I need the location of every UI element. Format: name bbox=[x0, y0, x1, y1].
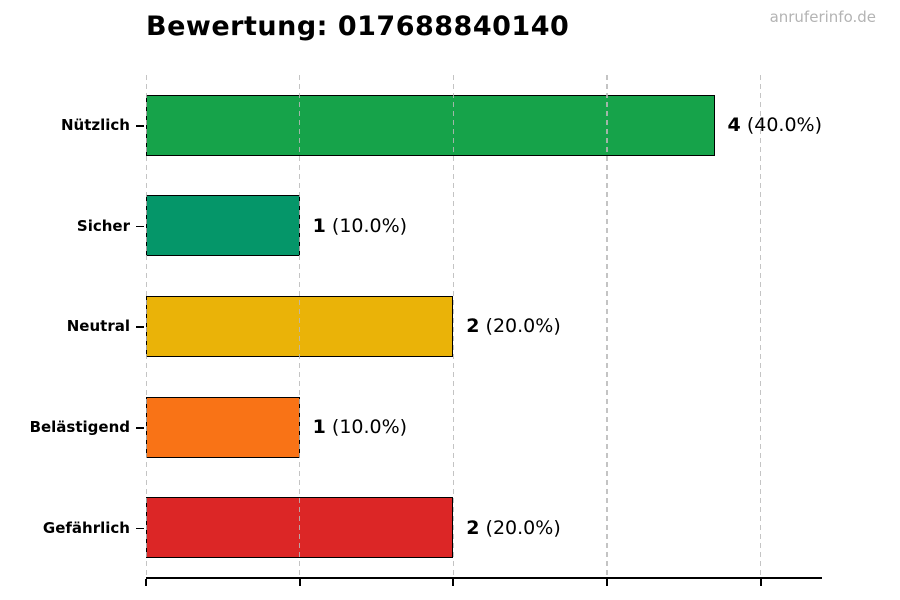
y-tick-dash bbox=[136, 527, 144, 530]
y-tick-dash bbox=[136, 427, 144, 429]
bar bbox=[146, 94, 715, 156]
bar-row: Neutral 2 (20.0%) bbox=[67, 276, 822, 377]
value-percent: (20.0%) bbox=[485, 315, 561, 338]
bar-rows: Nützlich 4 (40.0%) Sicher 1 (10.0%) Neut… bbox=[30, 75, 822, 578]
value-count: 1 bbox=[312, 214, 326, 237]
bar-row: Belästigend 1 (10.0%) bbox=[30, 377, 822, 478]
value-percent: (40.0%) bbox=[746, 114, 822, 137]
y-tick-dash bbox=[136, 326, 144, 328]
value-percent: (10.0%) bbox=[331, 416, 408, 439]
category-label: Belästigend bbox=[29, 418, 130, 437]
x-axis-tick bbox=[759, 579, 762, 586]
bar-row: Nützlich 4 (40.0%) bbox=[61, 75, 822, 176]
bar bbox=[146, 195, 300, 257]
plot-area: Nützlich 4 (40.0%) Sicher 1 (10.0%) Neut… bbox=[30, 75, 822, 586]
value-label: 2 (20.0%) bbox=[466, 517, 560, 539]
category-label: Neutral bbox=[66, 317, 130, 336]
x-axis-tick bbox=[605, 579, 608, 586]
watermark-text: anruferinfo.de bbox=[769, 8, 876, 26]
y-tick-dash bbox=[136, 125, 144, 127]
y-tick-dash bbox=[136, 225, 144, 228]
category-label: Nützlich bbox=[61, 116, 130, 135]
chart-title: Bewertung: 017688840140 bbox=[146, 11, 570, 42]
value-count: 1 bbox=[312, 416, 326, 439]
bar bbox=[146, 295, 454, 357]
value-count: 4 bbox=[727, 114, 741, 137]
bar-row: Gefährlich 2 (20.0%) bbox=[43, 477, 822, 578]
value-percent: (20.0%) bbox=[485, 516, 561, 539]
category-label: Gefährlich bbox=[42, 518, 130, 537]
bar bbox=[146, 497, 454, 559]
value-count: 2 bbox=[466, 315, 480, 338]
bar bbox=[146, 396, 300, 458]
value-label: 1 (10.0%) bbox=[313, 416, 407, 438]
x-axis-tick bbox=[452, 579, 455, 586]
bar-row: Sicher 1 (10.0%) bbox=[77, 176, 822, 277]
x-axis-line bbox=[146, 577, 822, 579]
value-count: 2 bbox=[466, 516, 480, 539]
value-label: 1 (10.0%) bbox=[313, 215, 407, 237]
value-percent: (10.0%) bbox=[331, 214, 408, 237]
value-label: 4 (40.0%) bbox=[728, 114, 822, 136]
value-label: 2 (20.0%) bbox=[466, 315, 560, 337]
x-axis-tick bbox=[298, 579, 301, 586]
category-label: Sicher bbox=[76, 216, 130, 235]
x-axis-tick bbox=[145, 579, 147, 586]
